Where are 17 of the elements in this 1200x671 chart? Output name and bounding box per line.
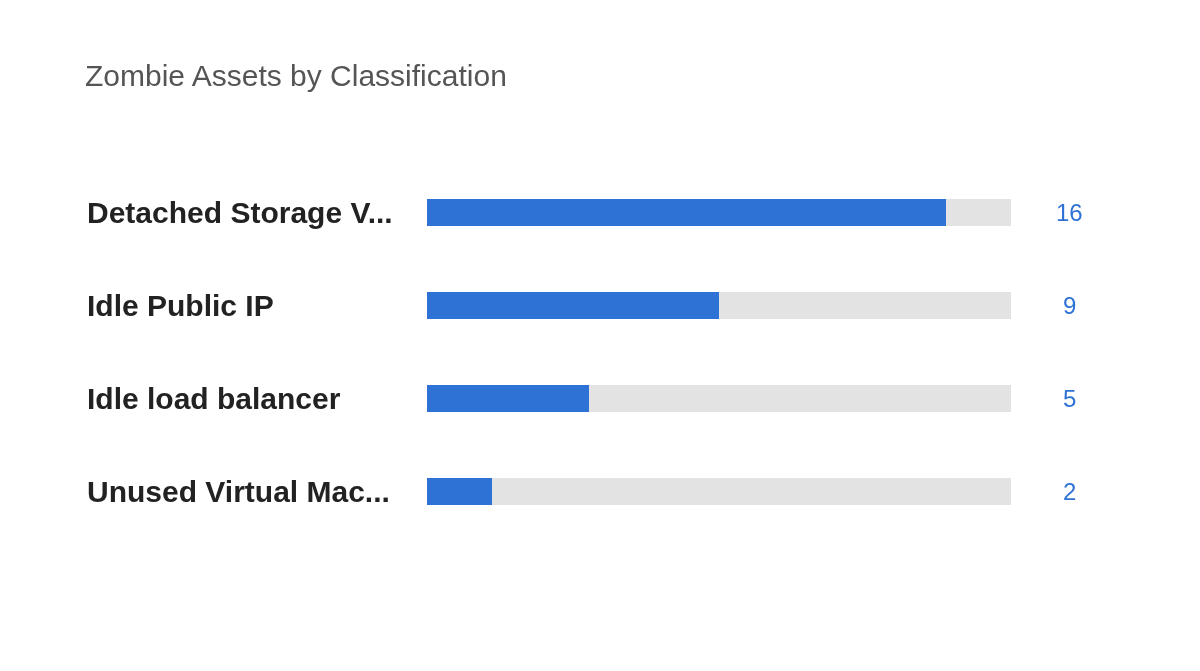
y-tick-label: Unused Virtual Mac... (87, 475, 390, 508)
bar (946, 199, 1011, 226)
y-tick-label: Idle load balancer (87, 382, 341, 415)
bar (589, 385, 1011, 412)
bar (427, 478, 492, 505)
data-label: 9 (1063, 292, 1077, 319)
bar (427, 385, 589, 412)
bar (427, 199, 946, 226)
data-label: 16 (1056, 199, 1083, 226)
bar (427, 292, 719, 319)
y-tick-label: Idle Public IP (87, 289, 274, 322)
data-label: 5 (1063, 385, 1077, 412)
y-tick-label: Detached Storage V... (87, 196, 393, 229)
bar (719, 292, 1011, 319)
data-label: 2 (1063, 478, 1077, 505)
chart-title: Zombie Assets by Classification (85, 58, 507, 92)
bar (492, 478, 1011, 505)
